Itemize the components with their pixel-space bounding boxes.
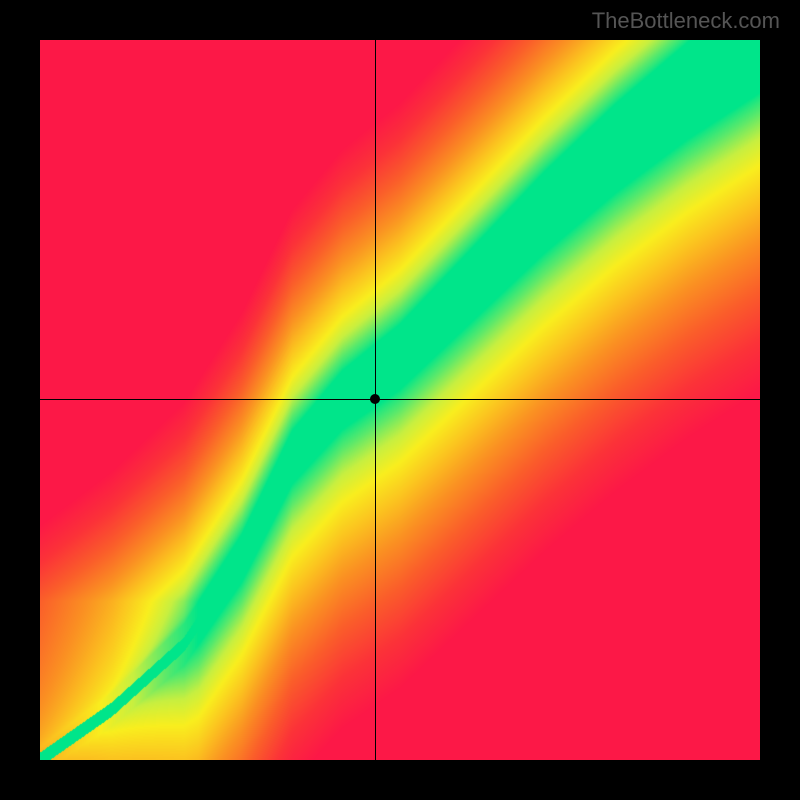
chart-container: TheBottleneck.com [0, 0, 800, 800]
heatmap-plot [40, 40, 760, 760]
heatmap-canvas [40, 40, 760, 760]
watermark-text: TheBottleneck.com [592, 8, 780, 34]
crosshair-marker [370, 394, 380, 404]
crosshair-horizontal [40, 399, 760, 400]
